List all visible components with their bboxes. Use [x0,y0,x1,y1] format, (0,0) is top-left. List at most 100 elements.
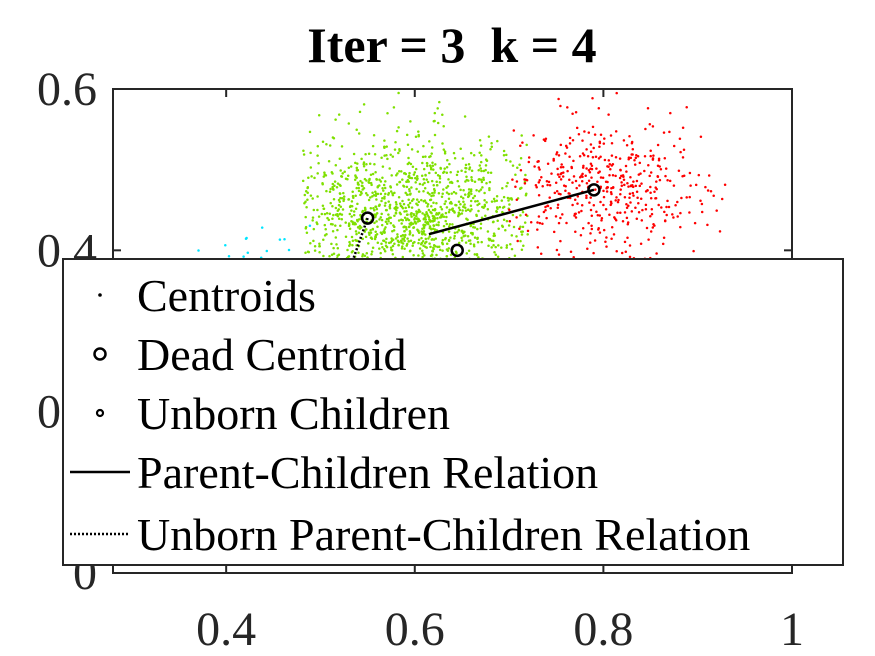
data-point [653,224,656,227]
data-point [420,230,423,233]
data-point [628,192,632,195]
data-point [555,151,559,154]
data-point [460,212,464,215]
data-point [663,210,666,214]
data-point [450,181,454,185]
data-point [432,187,436,191]
data-point [393,242,396,246]
data-point [599,176,603,179]
data-point [355,232,358,236]
data-point [379,192,383,196]
y-tick-label: 0.6 [37,63,97,116]
data-point [421,249,424,252]
data-point [469,199,473,203]
data-point [316,154,319,157]
data-point [337,217,341,221]
data-point [587,131,591,134]
data-point [475,214,478,218]
data-point [619,188,622,191]
data-point [649,149,652,153]
dead-centroid-marker [360,211,375,225]
data-point [405,244,408,247]
data-point [436,173,440,177]
data-point [536,228,539,231]
data-point [589,143,593,146]
data-point [368,233,371,236]
data-point [609,168,612,171]
data-point [591,155,595,159]
data-point [485,159,489,162]
data-point [557,221,561,225]
data-point [597,107,601,110]
data-point [394,207,397,211]
data-point [625,202,628,206]
data-point [447,247,451,250]
data-point [379,251,382,255]
data-point [502,195,506,199]
data-point [350,235,354,239]
data-point [331,136,335,139]
data-point [462,200,465,204]
data-point [334,236,338,239]
data-point [646,107,650,110]
data-point [576,195,580,198]
data-point [493,251,496,254]
data-point [438,100,441,104]
data-point [358,224,362,228]
data-point [479,178,483,181]
data-point [407,205,411,209]
data-point [585,167,588,170]
data-point [447,178,450,181]
data-point [227,255,231,258]
data-point [381,187,384,190]
data-point [565,221,568,225]
data-point [334,206,338,210]
data-point [452,151,456,155]
data-point [627,185,630,188]
data-point [384,244,388,248]
data-point [465,252,469,255]
data-point [661,242,665,246]
data-point [457,185,461,188]
data-point [430,194,433,198]
data-point [467,239,471,242]
data-point [575,126,579,130]
data-point [476,227,479,231]
data-point [577,211,581,214]
data-point [524,194,528,197]
data-point [379,180,383,183]
data-point [331,230,335,233]
data-point [405,228,408,231]
data-point [588,170,592,174]
data-point [438,177,442,180]
data-point [556,167,559,171]
data-point [424,173,427,177]
data-point [402,202,406,206]
data-point [301,179,305,183]
data-point [639,197,643,200]
data-point [332,188,335,191]
data-point [644,203,648,207]
data-point [500,199,504,202]
data-point [666,199,669,203]
data-point [598,231,602,234]
data-point [608,213,611,217]
data-point [537,181,541,184]
data-point [445,255,448,258]
data-point [497,227,500,230]
data-point [477,209,480,213]
data-point [424,237,428,241]
data-point [311,219,314,222]
data-point [672,144,676,148]
data-point [490,200,494,203]
data-point [519,144,522,148]
parent-children-relation-line [428,188,595,236]
data-point [398,180,401,184]
data-point [423,181,426,185]
data-point [370,183,373,187]
data-point [390,248,394,252]
data-point [333,184,336,187]
data-point [404,191,407,195]
data-point [433,207,437,211]
data-point [615,196,618,199]
